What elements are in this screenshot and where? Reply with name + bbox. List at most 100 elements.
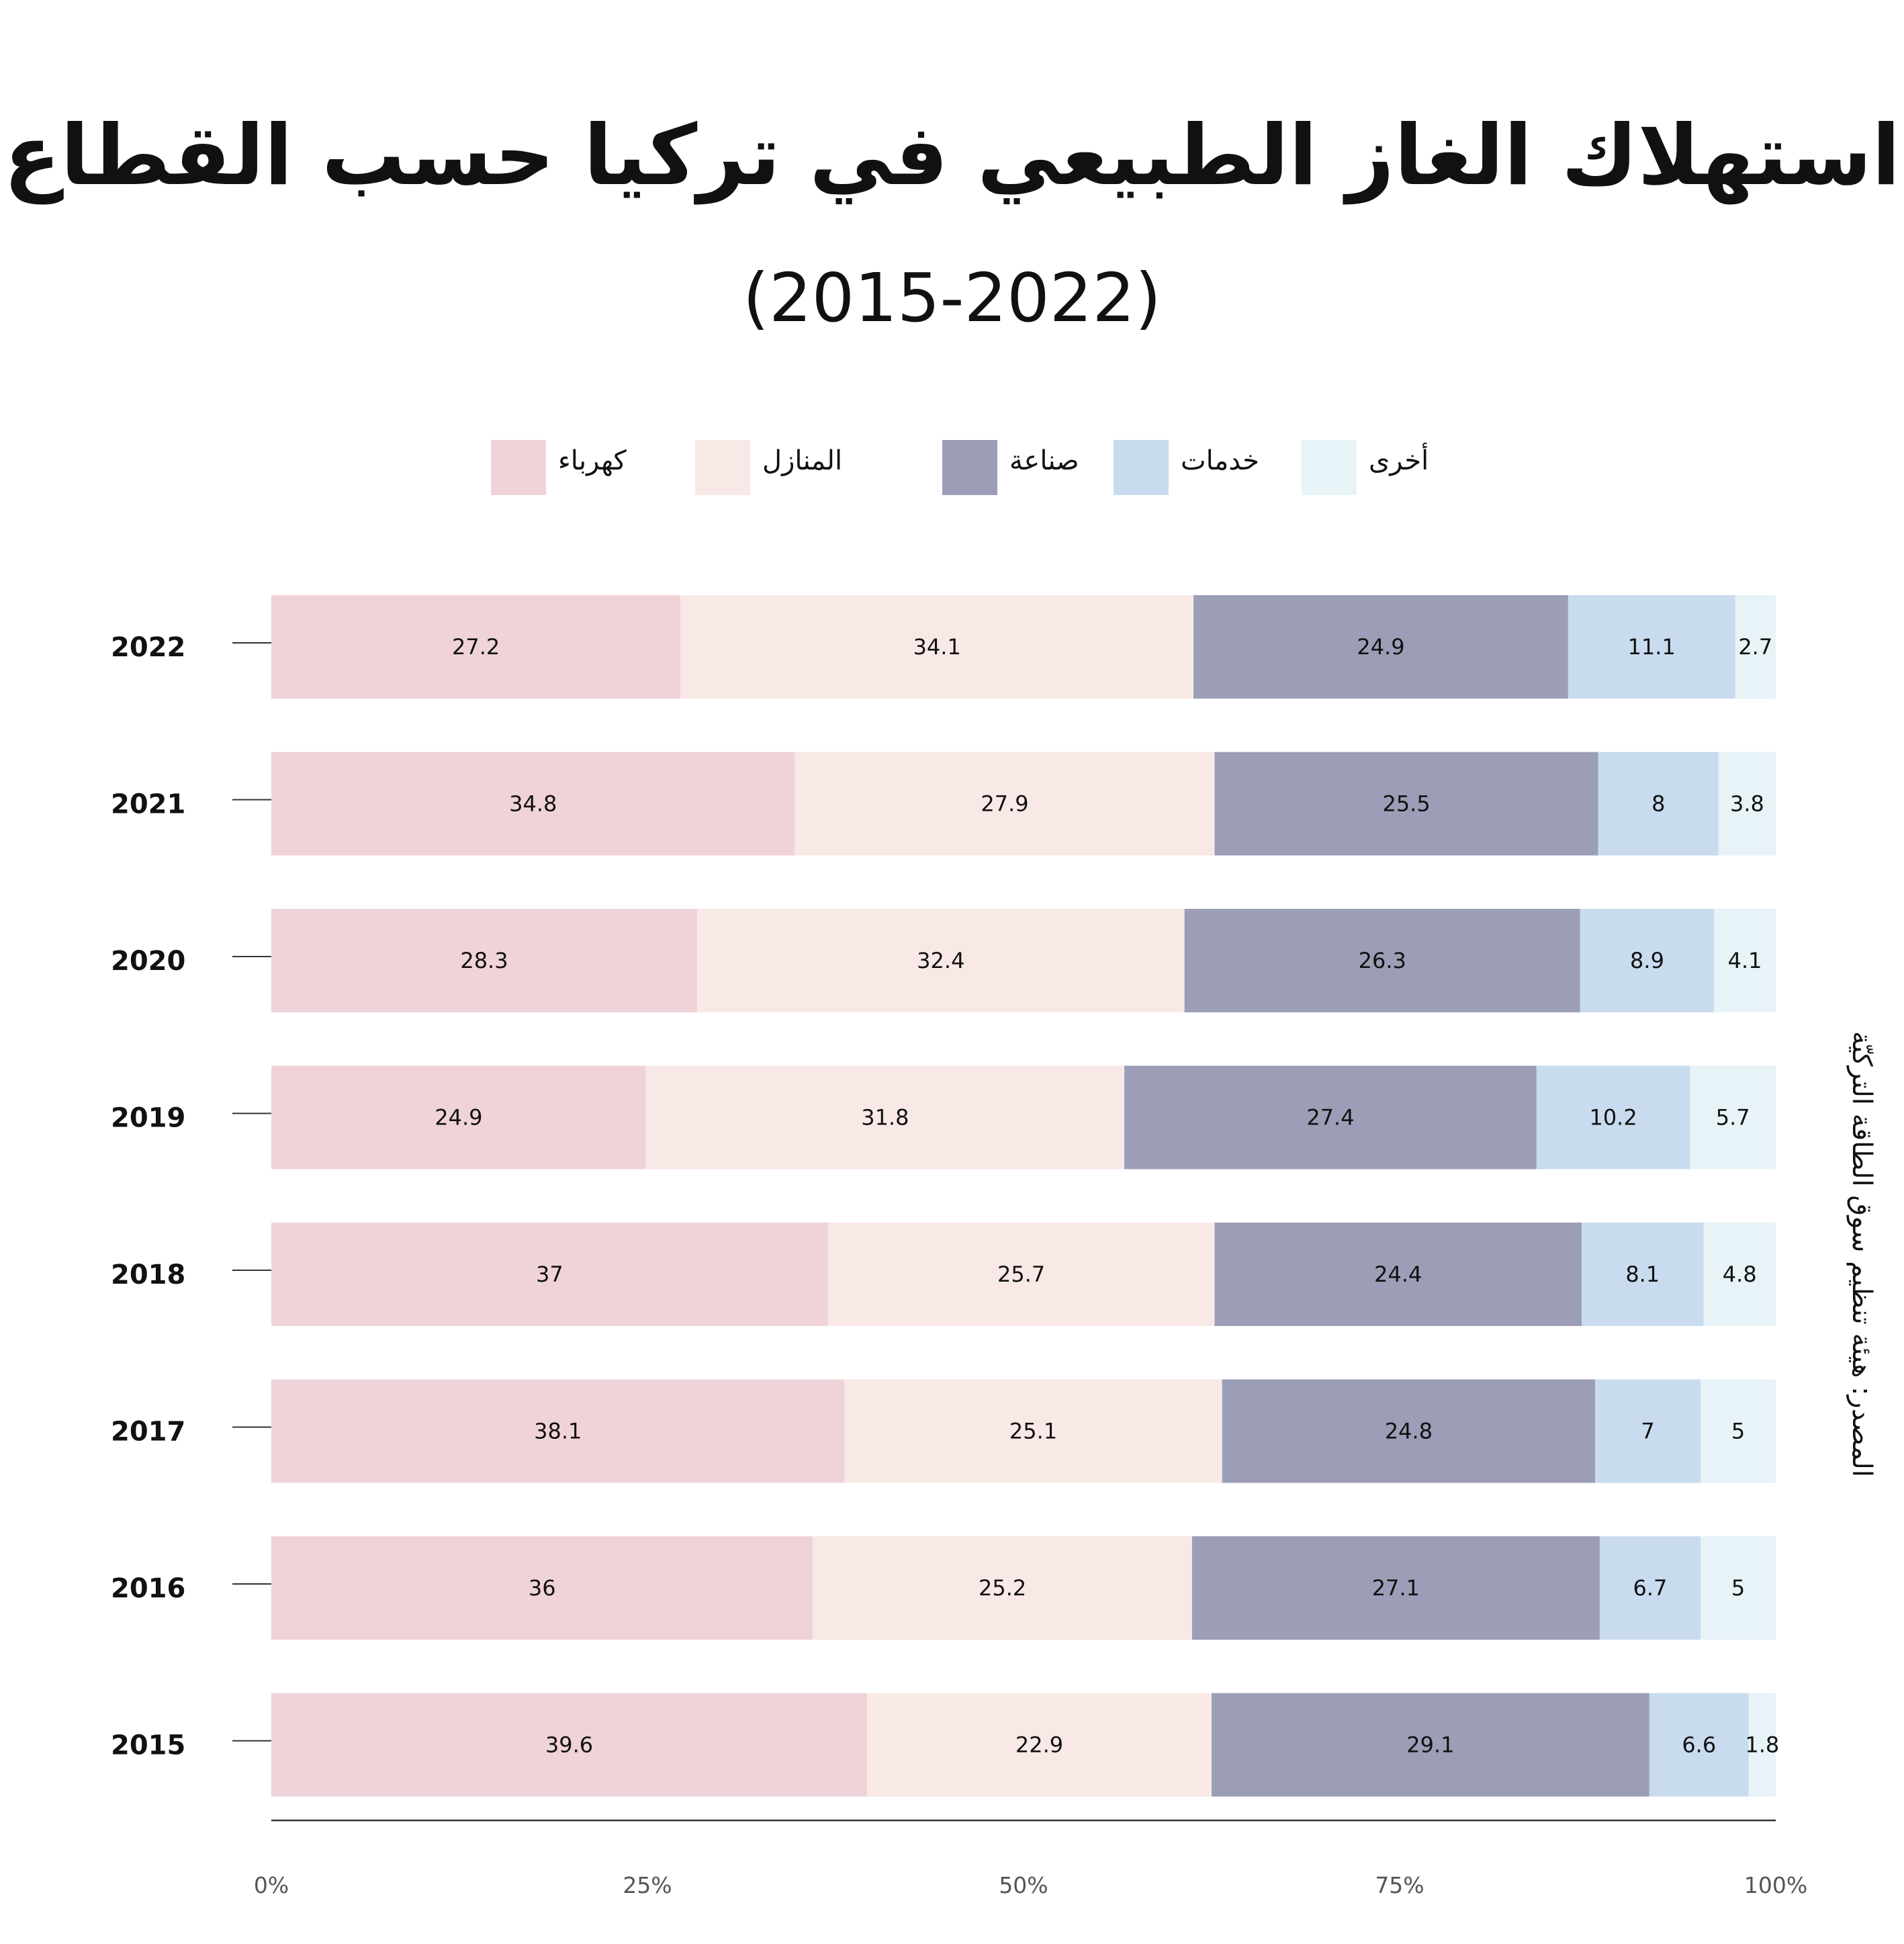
bar-segment-2017-2 [844, 1379, 1222, 1483]
chart-title: استهلاك الغاز الطبيعي في تركيا حسب القطا… [3, 107, 1901, 204]
data-label-2015-5: 1.8 [1745, 1732, 1779, 1758]
data-label-2015-1: 39.6 [545, 1732, 593, 1758]
year-label-2015: 2015 [111, 1730, 185, 1761]
data-label-2017-2: 25.1 [1009, 1419, 1057, 1444]
data-label-2015-3: 29.1 [1406, 1732, 1454, 1758]
data-label-2021-3: 25.5 [1382, 791, 1430, 817]
data-label-2019-4: 10.2 [1589, 1105, 1637, 1131]
x-tick-label-4: 100% [1744, 1872, 1807, 1898]
bar-segment-2022-1 [271, 595, 681, 699]
bar-segment-2018-2 [827, 1223, 1215, 1326]
bar-segment-2017-5 [1701, 1379, 1776, 1483]
bar-segment-2022-5 [1735, 595, 1776, 699]
data-label-2022-2: 34.1 [913, 634, 961, 660]
data-label-2022-1: 27.2 [452, 634, 500, 660]
data-label-2017-4: 7 [1641, 1419, 1654, 1444]
bar-segment-2022-2 [680, 595, 1194, 699]
data-label-2016-2: 25.2 [979, 1575, 1026, 1601]
bar-segment-2019-1 [271, 1065, 646, 1169]
bar-segment-2019-5 [1690, 1065, 1776, 1169]
data-label-2019-3: 27.4 [1306, 1105, 1354, 1131]
bar-segment-2018-5 [1703, 1223, 1776, 1326]
legend-label-2: المنازل [762, 445, 843, 476]
chart-subtitle: (2015-2022) [742, 259, 1162, 337]
data-label-2019-5: 5.7 [1716, 1105, 1750, 1131]
bar-segment-2015-5 [1748, 1693, 1776, 1797]
data-label-2017-3: 24.8 [1385, 1419, 1433, 1444]
legend-swatch-1 [491, 440, 546, 495]
data-label-2020-4: 8.9 [1630, 948, 1664, 973]
year-label-2022: 2022 [111, 632, 185, 663]
bar-segment-2015-1 [271, 1693, 868, 1797]
data-label-2018-1: 37 [536, 1262, 563, 1287]
bar-segment-2015-4 [1649, 1693, 1749, 1797]
data-label-2021-1: 34.8 [509, 791, 557, 817]
data-label-2022-4: 11.1 [1628, 634, 1676, 660]
x-tick-label-3: 75% [1375, 1872, 1424, 1898]
legend-swatch-4 [1114, 440, 1169, 495]
bar-segment-2021-2 [795, 752, 1215, 856]
data-label-2021-4: 8 [1651, 791, 1665, 817]
data-label-2018-3: 24.4 [1374, 1262, 1422, 1287]
bar-segment-2020-3 [1184, 909, 1580, 1012]
bar-segment-2021-4 [1598, 752, 1719, 856]
bar-segment-2015-2 [867, 1693, 1212, 1797]
data-label-2017-5: 5 [1731, 1419, 1745, 1444]
bar-segment-2021-1 [271, 752, 795, 856]
data-label-2022-3: 24.9 [1357, 634, 1404, 660]
data-label-2022-5: 2.7 [1738, 634, 1772, 660]
bar-segment-2021-5 [1718, 752, 1776, 856]
legend-label-1: كهرباء [558, 445, 627, 476]
x-tick-label-0: 0% [254, 1872, 289, 1898]
bar-segment-2016-2 [813, 1536, 1192, 1640]
data-label-2016-1: 36 [529, 1575, 556, 1601]
bar-segment-2017-3 [1222, 1379, 1596, 1483]
data-label-2021-2: 27.9 [981, 791, 1028, 817]
bar-segment-2021-3 [1214, 752, 1598, 856]
data-label-2015-4: 6.6 [1682, 1732, 1716, 1758]
data-label-2019-2: 31.8 [861, 1105, 909, 1131]
data-label-2018-2: 25.7 [997, 1262, 1045, 1287]
bar-segment-2017-4 [1595, 1379, 1701, 1483]
legend-label-5: أخرى [1369, 445, 1429, 476]
bar-segment-2016-5 [1701, 1536, 1776, 1640]
data-label-2017-1: 38.1 [534, 1419, 582, 1444]
year-label-2019: 2019 [111, 1103, 185, 1134]
bar-segment-2017-1 [271, 1379, 845, 1483]
bar-segment-2016-1 [271, 1536, 813, 1640]
bar-segment-2019-4 [1536, 1065, 1690, 1169]
data-label-2021-5: 3.8 [1730, 791, 1764, 817]
bar-segment-2019-3 [1124, 1065, 1537, 1169]
data-label-2020-5: 4.1 [1728, 948, 1762, 973]
data-label-2020-1: 28.3 [460, 948, 508, 973]
bar-segment-2020-1 [271, 909, 697, 1012]
year-label-2016: 2016 [111, 1573, 185, 1604]
bar-segment-2018-3 [1214, 1223, 1582, 1326]
legend-swatch-2 [695, 440, 750, 495]
data-label-2020-2: 32.4 [917, 948, 964, 973]
year-label-2018: 2018 [111, 1260, 185, 1290]
bar-segment-2015-3 [1212, 1693, 1649, 1797]
bar-segment-2020-5 [1714, 909, 1776, 1012]
data-label-2019-1: 24.9 [435, 1105, 482, 1131]
legend-swatch-5 [1302, 440, 1357, 495]
data-label-2018-5: 4.8 [1723, 1262, 1757, 1287]
source-note: المصدر: هيئة تنظيم سوق الطاقة التركيّة [1846, 1031, 1877, 1477]
year-label-2021: 2021 [111, 789, 185, 820]
legend-swatch-3 [942, 440, 997, 495]
bar-segment-2016-3 [1191, 1536, 1600, 1640]
data-label-2015-2: 22.9 [1015, 1732, 1063, 1758]
data-label-2016-5: 5 [1731, 1575, 1745, 1601]
data-label-2018-4: 8.1 [1625, 1262, 1660, 1287]
bar-segment-2020-4 [1580, 909, 1715, 1012]
bar-segment-2016-4 [1599, 1536, 1701, 1640]
data-label-2016-4: 6.7 [1633, 1575, 1668, 1601]
bar-segment-2022-4 [1568, 595, 1735, 699]
bar-segment-2022-3 [1193, 595, 1568, 699]
bar-segment-2020-2 [696, 909, 1185, 1012]
bar-segment-2018-4 [1582, 1223, 1704, 1326]
data-label-2016-3: 27.1 [1372, 1575, 1420, 1601]
data-label-2020-3: 26.3 [1359, 948, 1406, 973]
bar-segment-2018-1 [271, 1223, 828, 1326]
